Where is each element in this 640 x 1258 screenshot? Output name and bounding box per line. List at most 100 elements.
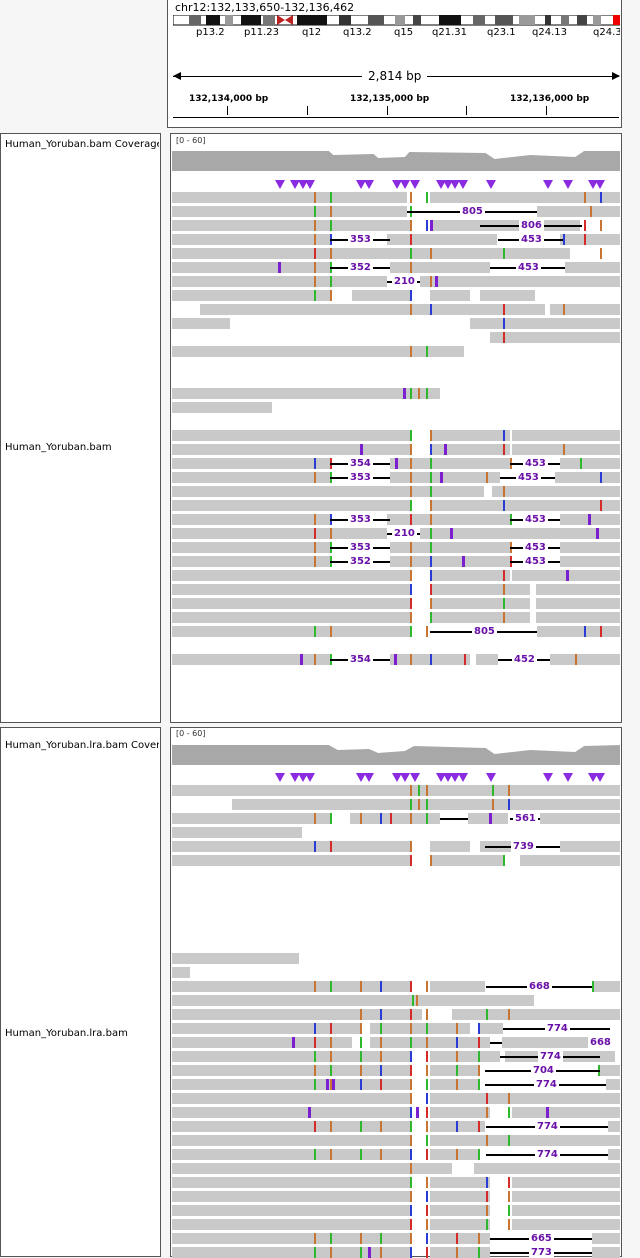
band-label: q23.1 (487, 27, 516, 38)
aligned-read (172, 458, 332, 469)
track-label-bam-2[interactable]: Human_Yoruban.lra.bam (5, 1028, 128, 1039)
aligned-read (474, 1163, 620, 1174)
track-label-coverage-2[interactable]: Human_Yoruban.lra.bam Coverage (5, 740, 159, 751)
mismatch-mark (380, 1247, 382, 1258)
aligned-read (172, 1219, 410, 1230)
aligned-read (560, 841, 620, 852)
mismatch-mark (330, 1051, 332, 1062)
mismatch-mark (360, 1023, 362, 1034)
aligned-read (172, 220, 412, 231)
mismatch-mark (410, 290, 412, 301)
insertion-icon (395, 458, 398, 469)
mismatch-mark (416, 995, 418, 1006)
mismatch-mark (390, 813, 392, 824)
track-name-panel-2 (0, 727, 161, 1257)
mismatch-mark (503, 248, 505, 259)
alignment-panel-1[interactable] (170, 133, 622, 723)
mismatch-mark (330, 1065, 332, 1076)
chromosome-ideogram[interactable] (173, 15, 620, 26)
aligned-read (350, 841, 410, 852)
mismatch-mark (426, 1233, 428, 1244)
mismatch-mark (314, 626, 316, 637)
junction-length-label: 353 (348, 514, 373, 525)
mismatch-mark (426, 1079, 428, 1090)
mismatch-mark (503, 612, 505, 623)
track-label-coverage-1[interactable]: Human_Yoruban.bam Coverage (5, 139, 159, 150)
mismatch-mark (584, 234, 586, 245)
junction-length-label: 453 (523, 542, 548, 553)
mismatch-mark (410, 1135, 412, 1146)
insertion-triangle-icon (410, 180, 420, 189)
aligned-read (430, 1177, 490, 1188)
aligned-read (172, 192, 407, 203)
aligned-read (430, 500, 620, 511)
mismatch-mark (380, 1037, 382, 1048)
mismatch-mark (380, 813, 382, 824)
aligned-read (172, 276, 387, 287)
mismatch-mark (503, 486, 505, 497)
aligned-read (430, 1079, 480, 1090)
band-label: q24.13 (532, 27, 567, 38)
ruler-tick-label: 132,134,000 bp (189, 94, 269, 104)
aligned-read (420, 528, 620, 539)
insertion-triangle-icon (364, 180, 374, 189)
insertion-triangle-icon (356, 773, 366, 782)
mismatch-mark (380, 1149, 382, 1160)
aligned-read (560, 556, 620, 567)
mismatch-mark (430, 500, 432, 511)
mismatch-mark (503, 304, 505, 315)
aligned-read (430, 855, 505, 866)
band-label: q13.2 (343, 27, 372, 38)
insertion-icon (278, 262, 281, 273)
ruler-tick-label: 132,135,000 bp (350, 94, 430, 104)
span-arrow-right-icon (612, 72, 620, 80)
mismatch-mark (464, 654, 466, 665)
mismatch-mark (486, 1135, 488, 1146)
insertion-triangle-icon (436, 773, 446, 782)
insertion-triangle-icon (298, 773, 308, 782)
aligned-read (172, 1149, 410, 1160)
aligned-read (172, 1233, 410, 1244)
mismatch-mark (580, 458, 582, 469)
aligned-read (430, 1107, 490, 1118)
track-name-panel-1 (0, 133, 161, 723)
insertion-icon (462, 556, 465, 567)
aligned-read (387, 234, 497, 245)
mismatch-mark (584, 192, 586, 203)
mismatch-mark (430, 584, 432, 595)
aligned-read (430, 1093, 620, 1104)
junction-length-label: 453 (519, 234, 544, 245)
aligned-read (592, 981, 620, 992)
mismatch-mark (426, 1121, 428, 1132)
mismatch-mark (503, 430, 505, 441)
mismatch-mark (410, 458, 412, 469)
mismatch-mark (380, 1233, 382, 1244)
aligned-read (172, 402, 272, 413)
mismatch-mark (360, 1247, 362, 1258)
aligned-read (536, 598, 620, 609)
track-label-bam-1[interactable]: Human_Yoruban.bam (5, 442, 112, 453)
mismatch-mark (314, 528, 316, 539)
mismatch-mark (314, 981, 316, 992)
mismatch-mark (503, 598, 505, 609)
mismatch-mark (330, 1233, 332, 1244)
mismatch-mark (410, 654, 412, 665)
mismatch-mark (418, 388, 420, 399)
insertion-triangle-icon (356, 180, 366, 189)
aligned-read (172, 1121, 410, 1132)
ruler-tick (227, 106, 228, 115)
aligned-read (430, 841, 470, 852)
mismatch-mark (563, 234, 565, 245)
mismatch-mark (478, 1233, 480, 1244)
mismatch-mark (330, 528, 332, 539)
aligned-read (430, 1065, 480, 1076)
insertion-icon (360, 444, 363, 455)
aligned-read (172, 388, 440, 399)
aligned-read (502, 1037, 602, 1048)
band-label: p13.2 (196, 27, 225, 38)
aligned-read (172, 1051, 410, 1062)
mismatch-mark (478, 1023, 480, 1034)
junction-length-label: 665 (529, 1233, 554, 1244)
locus-label[interactable]: chr12:132,133,650-132,136,462 (175, 1, 355, 14)
junction-length-label: 805 (460, 206, 485, 217)
